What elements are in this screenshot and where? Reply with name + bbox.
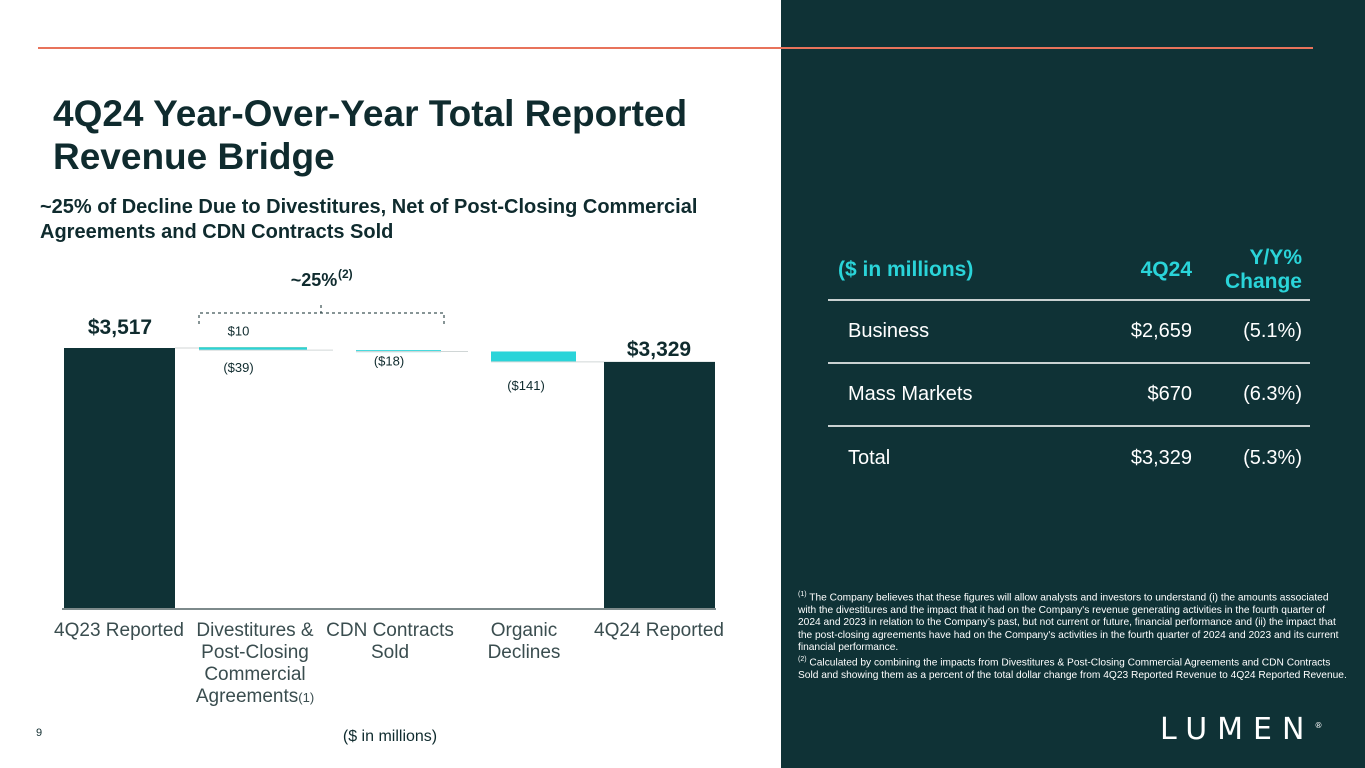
data-label-4q23: $3,517 xyxy=(88,316,152,339)
x-tick-label: 4Q24 Reported xyxy=(594,620,724,641)
x-tick-label: CDN Contracts Sold xyxy=(326,620,454,663)
x-tick-label: Divestitures & Post-Closing Commercial A… xyxy=(195,620,315,707)
y-axis-units: ($ in millions) xyxy=(342,728,438,745)
table-header-row: ($ in millions) 4Q24 Y/Y% Change xyxy=(828,240,1310,301)
value-cell: $2,659 xyxy=(1058,300,1198,364)
data-label: ($39) xyxy=(223,360,253,375)
footnote-2: (2) Calculated by combining the impacts … xyxy=(798,656,1347,682)
bar-4q24-reported xyxy=(604,361,715,608)
data-label: $10 xyxy=(228,323,250,338)
footnotes: (1) The Company believes that these figu… xyxy=(798,589,1348,683)
annotation-footnote-mark: (2) xyxy=(338,267,353,281)
value-cell: $670 xyxy=(1058,363,1198,427)
segment-cell: Total xyxy=(848,446,891,469)
annotation-label: ~25% xyxy=(291,270,338,290)
x-tick-label: Organic Declines xyxy=(487,620,561,663)
revenue-table: ($ in millions) 4Q24 Y/Y% Change Busines… xyxy=(828,240,1310,489)
table-header-change: Y/Y% Change xyxy=(1198,240,1310,301)
top-divider xyxy=(38,47,1313,49)
table-row: Total $3,329 (5.3%) xyxy=(828,426,1310,489)
table-header-value: 4Q24 xyxy=(1058,240,1198,301)
x-tick-label: 4Q23 Reported xyxy=(54,620,184,641)
data-label: ($141) xyxy=(507,378,545,393)
waterfall-chart: $3,517 $10 ($39) ($18) ($141) $3,329 ~25% (2) xyxy=(62,267,716,610)
change-cell: (6.3%) xyxy=(1198,363,1310,427)
page-subtitle: ~25% of Decline Due to Divestitures, Net… xyxy=(40,196,698,243)
segment-cell: Business xyxy=(828,300,1058,364)
change-cell: (5.1%) xyxy=(1198,300,1310,364)
table-header-segment: ($ in millions) xyxy=(828,240,1058,301)
data-label-4q24: $3,329 xyxy=(627,338,691,361)
segment-cell: Mass Markets xyxy=(828,363,1058,427)
lumen-logo: LUMEN® xyxy=(1160,712,1323,747)
table-row: Business $2,659 (5.1%) xyxy=(828,300,1310,364)
bar-segment xyxy=(491,351,576,362)
page-title: 4Q24 Year-Over-Year Total Reported Reven… xyxy=(53,93,688,177)
value-cell: $3,329 xyxy=(1130,446,1192,469)
table-row: Mass Markets $670 (6.3%) xyxy=(828,363,1310,427)
bar-segment xyxy=(199,347,307,351)
footnote-1: (1) The Company believes that these figu… xyxy=(798,591,1339,654)
data-label: ($18) xyxy=(374,353,404,368)
page-number: 9 xyxy=(36,727,43,739)
change-cell: (5.3%) xyxy=(1243,446,1302,469)
bar-4q23-reported xyxy=(64,348,175,608)
